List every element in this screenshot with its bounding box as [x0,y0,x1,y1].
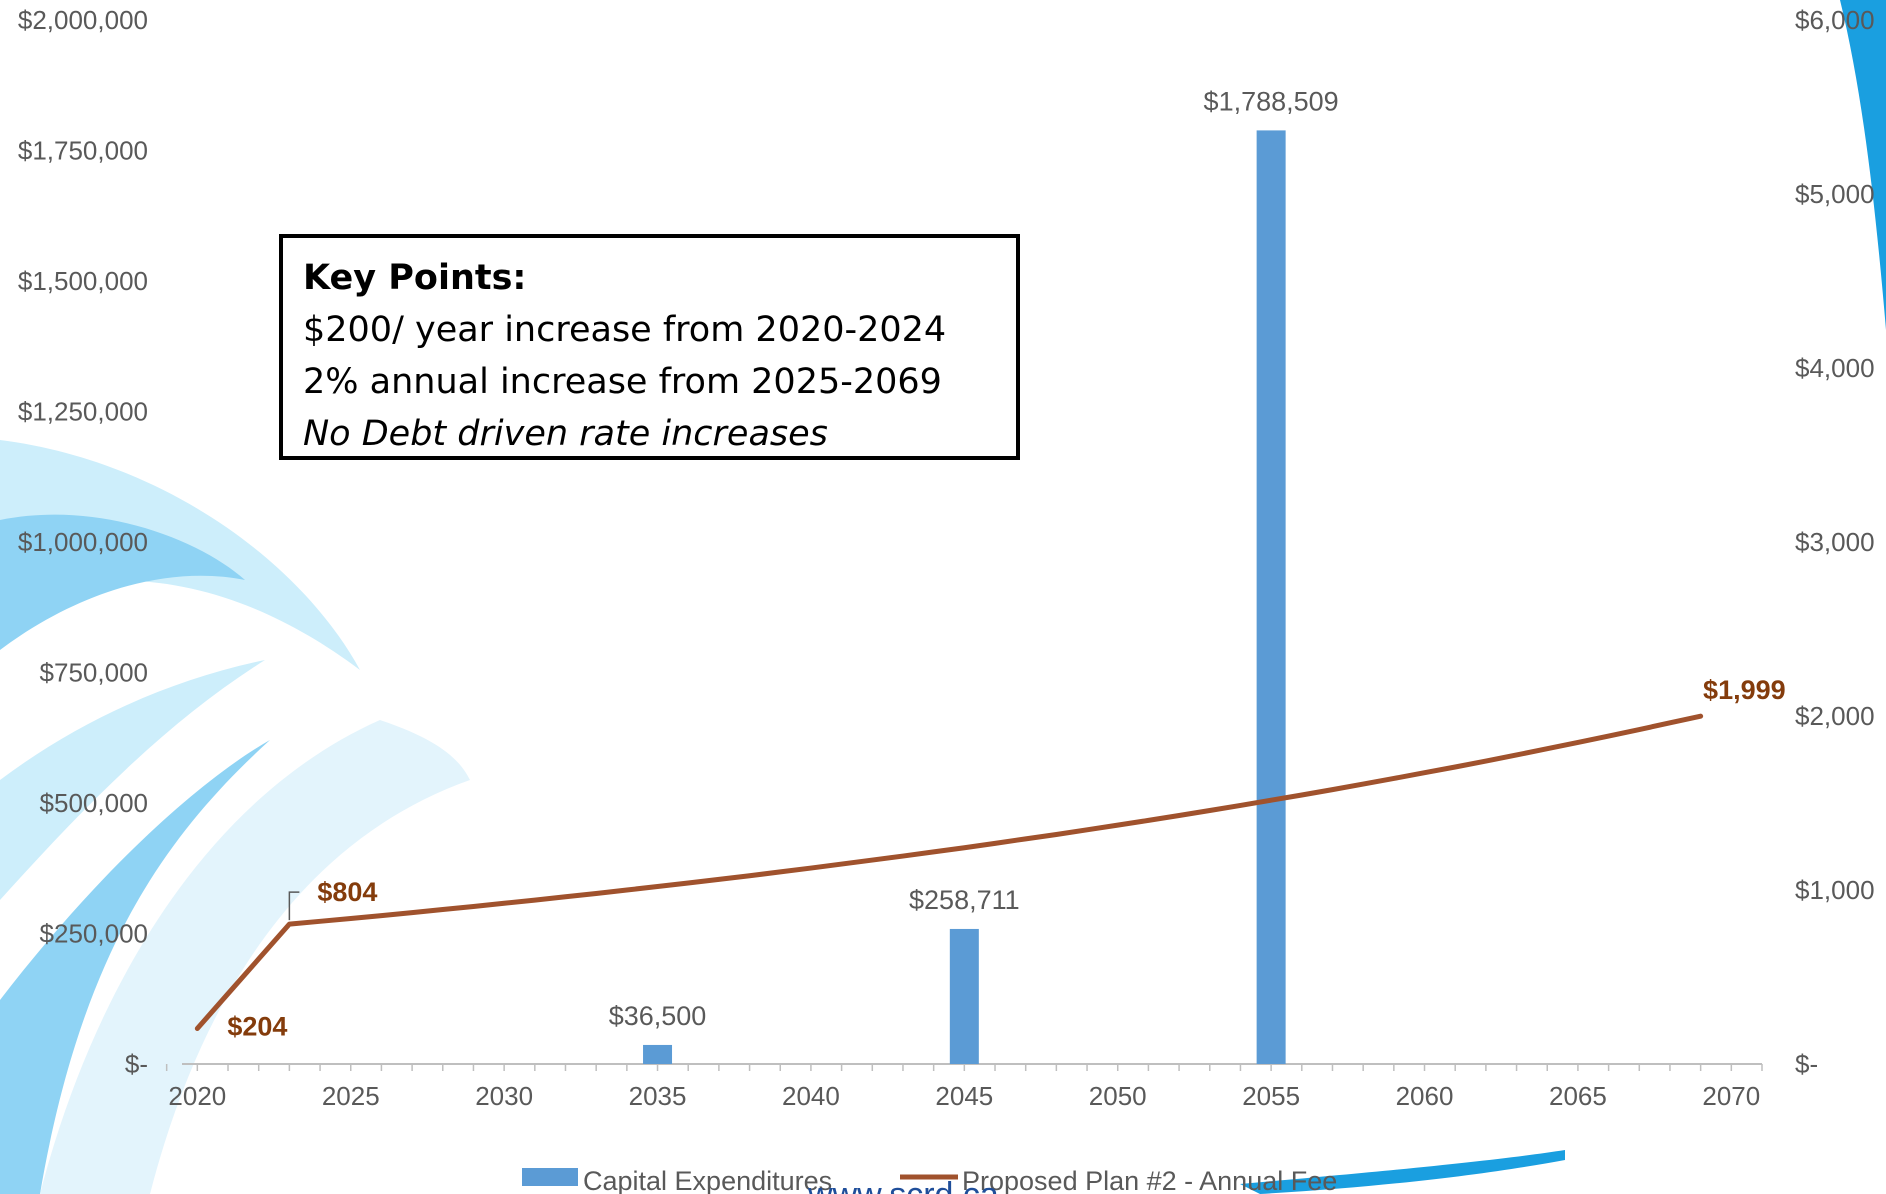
x-tick-label: 2040 [782,1081,840,1111]
capex-bar-label: $1,788,509 [1204,86,1339,116]
capital-expenditure-bars [643,130,1286,1064]
annual-fee-line [194,713,1704,1032]
right-tick-label: $2,000 [1795,701,1875,731]
capex-bar [643,1044,673,1064]
legend-label-annual-fee: Proposed Plan #2 - Annual Fee [962,1166,1337,1194]
footer-url: www.scrd.ca [807,1176,999,1194]
fee-label-start: $204 [227,1012,287,1042]
left-tick-label: $2,000,000 [18,5,148,35]
left-tick-label: $- [125,1049,148,1079]
fee-label-end: $1,999 [1703,675,1786,705]
right-tick-label: $5,000 [1795,179,1875,209]
legend: Capital Expenditures Proposed Plan #2 - … [522,1166,1337,1194]
x-tick-label: 2025 [322,1081,380,1111]
x-tick-label: 2070 [1702,1081,1760,1111]
x-tick-label: 2045 [935,1081,993,1111]
swoosh-lower [0,740,270,1194]
swoosh-upper [0,514,245,650]
axes [165,1063,1763,1071]
annual-fee-series-line [194,713,1704,1032]
right-axis-ticks: $- $1,000 $2,000 $3,000 $4,000 $5,000 $6,000 [1795,5,1875,1079]
right-tick-label: $4,000 [1795,353,1875,383]
x-tick-label: 2030 [475,1081,533,1111]
key-point-1: $200/ year increase from 2020-2024 [303,310,947,350]
fee-label-leader [288,891,300,921]
x-axis-ticks: 2020 2025 2030 2035 2040 2045 2050 2055 2060 2065… [168,1081,1760,1111]
x-tick-label: 2035 [629,1081,687,1111]
right-tick-label: $6,000 [1795,5,1875,35]
left-axis-ticks: $- $250,000 $500,000 $750,000 $1,000,000 $1,2… [18,5,148,1079]
legend-swatch-capital-expenditures [522,1168,578,1186]
left-tick-label: $1,500,000 [18,266,148,296]
right-tick-label: $3,000 [1795,527,1875,557]
capex-bar-label: $36,500 [609,1001,707,1031]
capex-bar-label: $258,711 [909,885,1020,915]
data-labels: $36,500 $258,711 $1,788,509 $204 $804 $1,999 [227,86,1785,1041]
left-tick-label: $250,000 [40,919,148,949]
key-point-3: No Debt driven rate increases [303,414,828,454]
capex-bar [1256,130,1286,1064]
right-tick-label: $1,000 [1795,875,1875,905]
swoosh-bottom [40,720,470,1194]
key-points-box: Key Points: $200/ year increase from 202… [279,234,1020,460]
legend-label-capital-expenditures: Capital Expenditures [583,1166,832,1194]
right-tick-label: $- [1795,1049,1818,1079]
x-tick-label: 2020 [168,1081,226,1111]
x-tick-label: 2050 [1089,1081,1147,1111]
left-tick-label: $1,750,000 [18,136,148,166]
key-point-2: 2% annual increase from 2025-2069 [303,362,942,402]
swoosh-footer [1240,1150,1565,1194]
fee-label-2023: $804 [317,877,377,907]
swoosh-right-edge [1840,0,1886,330]
left-tick-label: $1,000,000 [18,527,148,557]
key-points-title: Key Points: [303,258,527,298]
x-tick-label: 2060 [1396,1081,1454,1111]
swoosh-middle [0,660,265,900]
left-tick-label: $500,000 [40,788,148,818]
left-tick-label: $1,250,000 [18,397,148,427]
x-tick-label: 2055 [1242,1081,1300,1111]
capex-bar [949,928,979,1064]
x-tick-label: 2065 [1549,1081,1607,1111]
left-tick-label: $750,000 [40,658,148,688]
